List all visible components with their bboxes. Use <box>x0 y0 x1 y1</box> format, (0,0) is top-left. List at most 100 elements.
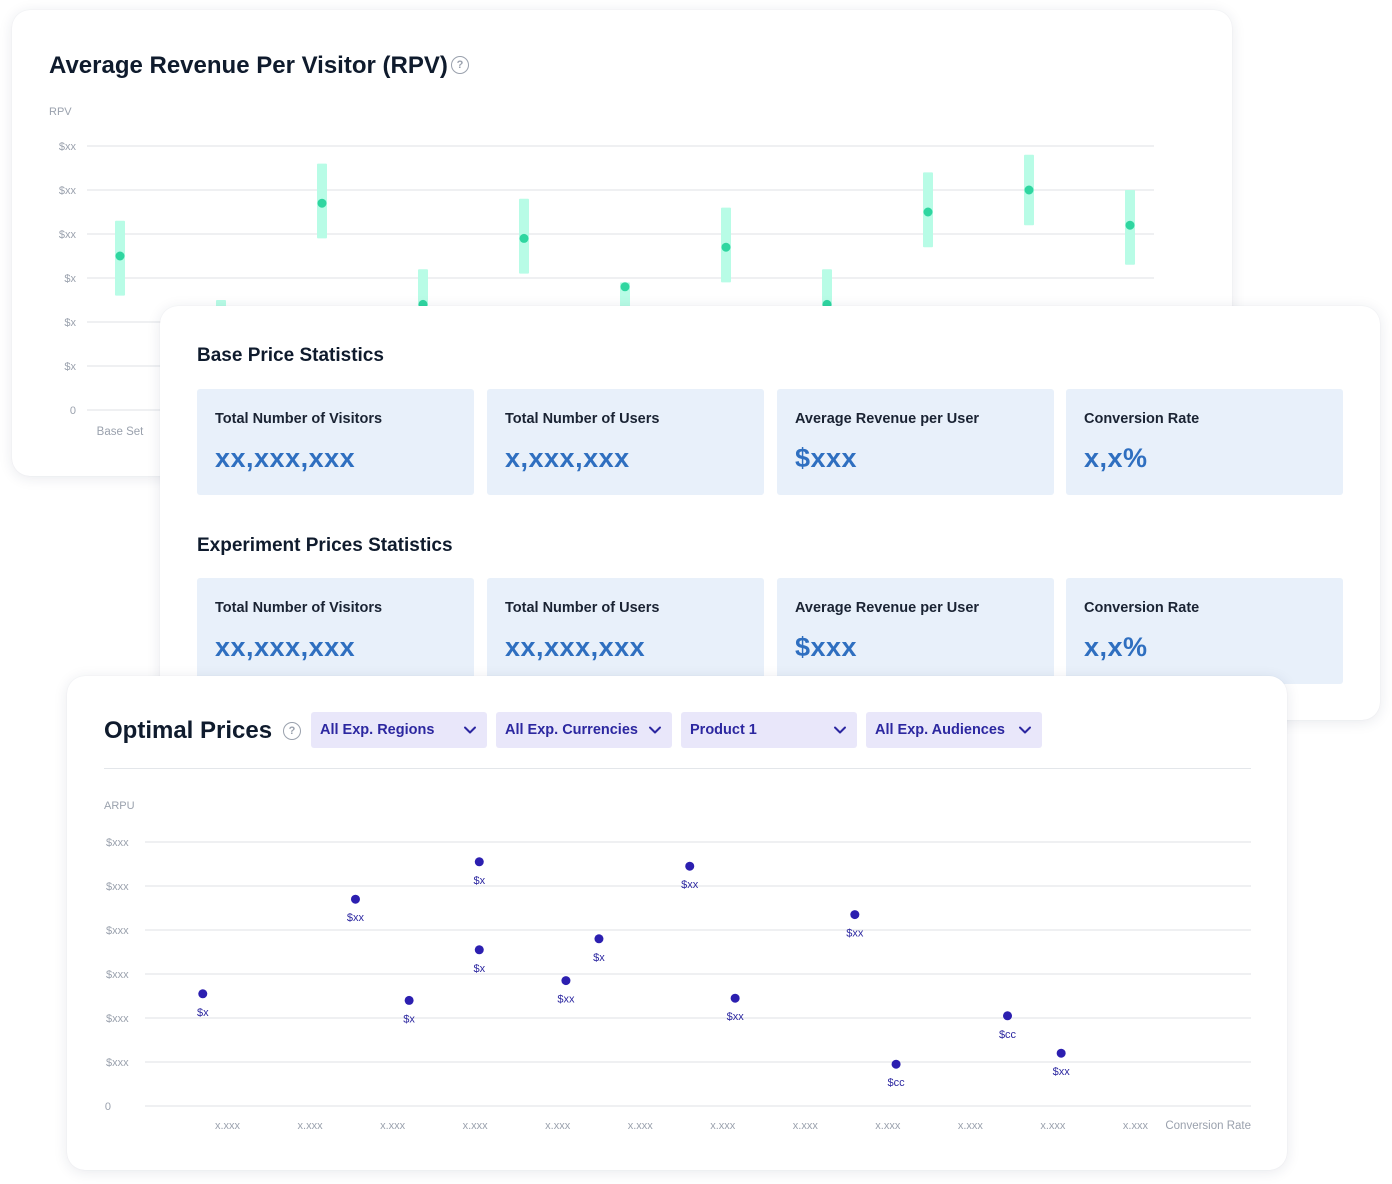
data-point <box>721 242 731 252</box>
x-tick-label: x.xxx <box>463 1120 489 1132</box>
stat-value: x,xxx,xxx <box>505 443 630 473</box>
y-tick-label: $x <box>64 361 76 373</box>
data-label: $x <box>593 952 605 964</box>
stat-box-exp-users: Total Number of Users xx,xxx,xxx <box>487 578 764 684</box>
data-label: $xx <box>846 928 864 940</box>
stat-label: Total Number of Visitors <box>215 411 383 427</box>
optimal-prices-title: Optimal Prices <box>104 717 273 744</box>
y-tick-label: $x <box>64 273 76 285</box>
x-tick-label: x.xxx <box>710 1120 736 1132</box>
data-point <box>1024 185 1034 195</box>
data-label: $x <box>403 1013 415 1025</box>
y-axis-label: RPV <box>49 106 72 118</box>
y-tick-label: 0 <box>70 405 76 417</box>
rpv-title: Average Revenue Per Visitor (RPV) <box>49 52 448 79</box>
y-tick-label: $xx <box>59 185 77 197</box>
y-tick-label: 0 <box>105 1101 111 1113</box>
data-point <box>730 993 740 1003</box>
x-tick-label: x.xxx <box>875 1120 901 1132</box>
data-point <box>594 934 604 944</box>
stat-box-base-users: Total Number of Users x,xxx,xxx <box>487 389 764 495</box>
base-price-statistics-title: Base Price Statistics <box>197 345 384 366</box>
chevron-down-icon <box>834 726 846 734</box>
chevron-down-icon <box>649 726 661 734</box>
x-tick-label: x.xxx <box>628 1120 654 1132</box>
chevron-down-icon <box>1019 726 1031 734</box>
dropdown-label: All Exp. Regions <box>320 722 435 738</box>
data-point <box>685 861 695 871</box>
stat-value: x,x% <box>1084 443 1148 473</box>
data-point <box>1125 220 1135 230</box>
stat-value: $xxx <box>795 632 858 662</box>
stat-label: Total Number of Visitors <box>215 600 383 616</box>
data-point <box>1003 1011 1013 1021</box>
stat-label: Average Revenue per User <box>795 411 980 427</box>
data-point <box>350 894 360 904</box>
data-point <box>891 1059 901 1069</box>
data-label: $x <box>473 963 485 975</box>
x-tick-label: x.xxx <box>215 1120 241 1132</box>
stat-label: Total Number of Users <box>505 600 660 616</box>
stat-label: Conversion Rate <box>1084 411 1200 427</box>
currencies-dropdown[interactable]: All Exp. Currencies <box>496 712 672 748</box>
x-tick-label: x.xxx <box>380 1120 406 1132</box>
data-label: $cc <box>999 1029 1017 1041</box>
data-label: $x <box>473 875 485 887</box>
data-point <box>519 233 529 243</box>
x-tick-label: x.xxx <box>793 1120 819 1132</box>
product-dropdown[interactable]: Product 1 <box>681 712 857 748</box>
stat-box-exp-arpu: Average Revenue per User $xxx <box>777 578 1054 684</box>
y-tick-label: $xxx <box>106 925 129 937</box>
data-point <box>620 282 630 292</box>
data-label: $xx <box>557 994 575 1006</box>
data-label: $xx <box>727 1011 745 1023</box>
stat-box-base-arpu: Average Revenue per User $xxx <box>777 389 1054 495</box>
data-point <box>115 251 125 261</box>
y-tick-label: $x <box>64 317 76 329</box>
y-tick-label: $xxx <box>106 1013 129 1025</box>
stat-value: xx,xxx,xxx <box>505 632 646 662</box>
regions-dropdown[interactable]: All Exp. Regions <box>311 712 487 748</box>
y-tick-label: $xxx <box>106 837 129 849</box>
data-point <box>404 995 414 1005</box>
question-circle-icon[interactable]: ? <box>451 56 469 74</box>
stat-value: $xxx <box>795 443 858 473</box>
audiences-dropdown[interactable]: All Exp. Audiences <box>866 712 1042 748</box>
data-point <box>561 976 571 986</box>
data-label: $xx <box>347 912 365 924</box>
dropdown-label: Product 1 <box>690 722 757 738</box>
data-point <box>317 198 327 208</box>
data-label: $xx <box>1053 1066 1071 1078</box>
data-label: $xx <box>681 879 699 891</box>
stat-value: xx,xxx,xxx <box>215 632 356 662</box>
y-tick-label: $xx <box>59 229 77 241</box>
y-axis-label: ARPU <box>104 800 135 812</box>
stat-box-exp-visitors: Total Number of Visitors xx,xxx,xxx <box>197 578 474 684</box>
dropdown-label: All Exp. Currencies <box>505 722 638 738</box>
x-tick-label: x.xxx <box>1123 1120 1149 1132</box>
stat-box-exp-conversion: Conversion Rate x,x% <box>1066 578 1343 684</box>
data-point <box>923 207 933 217</box>
stat-box-base-conversion: Conversion Rate x,x% <box>1066 389 1343 495</box>
stat-label: Conversion Rate <box>1084 600 1200 616</box>
stat-box-base-visitors: Total Number of Visitors xx,xxx,xxx <box>197 389 474 495</box>
question-circle-icon[interactable]: ? <box>283 722 301 740</box>
data-label: $cc <box>888 1077 906 1089</box>
dropdown-label: All Exp. Audiences <box>875 722 1005 738</box>
y-tick-label: $xxx <box>106 1057 129 1069</box>
stat-value: xx,xxx,xxx <box>215 443 356 473</box>
chevron-down-icon <box>464 726 476 734</box>
x-tick-label: Base Set <box>97 426 144 438</box>
x-tick-label: x.xxx <box>545 1120 571 1132</box>
data-point <box>850 910 860 920</box>
x-axis-label: Conversion Rate <box>1165 1120 1251 1132</box>
experiment-prices-statistics-title: Experiment Prices Statistics <box>197 535 453 556</box>
x-tick-label: x.xxx <box>1040 1120 1066 1132</box>
data-point <box>198 989 208 999</box>
y-tick-label: $xxx <box>106 969 129 981</box>
stat-label: Average Revenue per User <box>795 600 980 616</box>
data-point <box>1056 1048 1066 1058</box>
stats-card: Base Price Statistics Total Number of Vi… <box>160 306 1380 720</box>
data-point <box>474 857 484 867</box>
optimal-prices-chart: ARPU 0 $xxx $xxx $xxx $xxx $xxx $xxx x.xxx x.xxx x… <box>104 800 1251 1132</box>
